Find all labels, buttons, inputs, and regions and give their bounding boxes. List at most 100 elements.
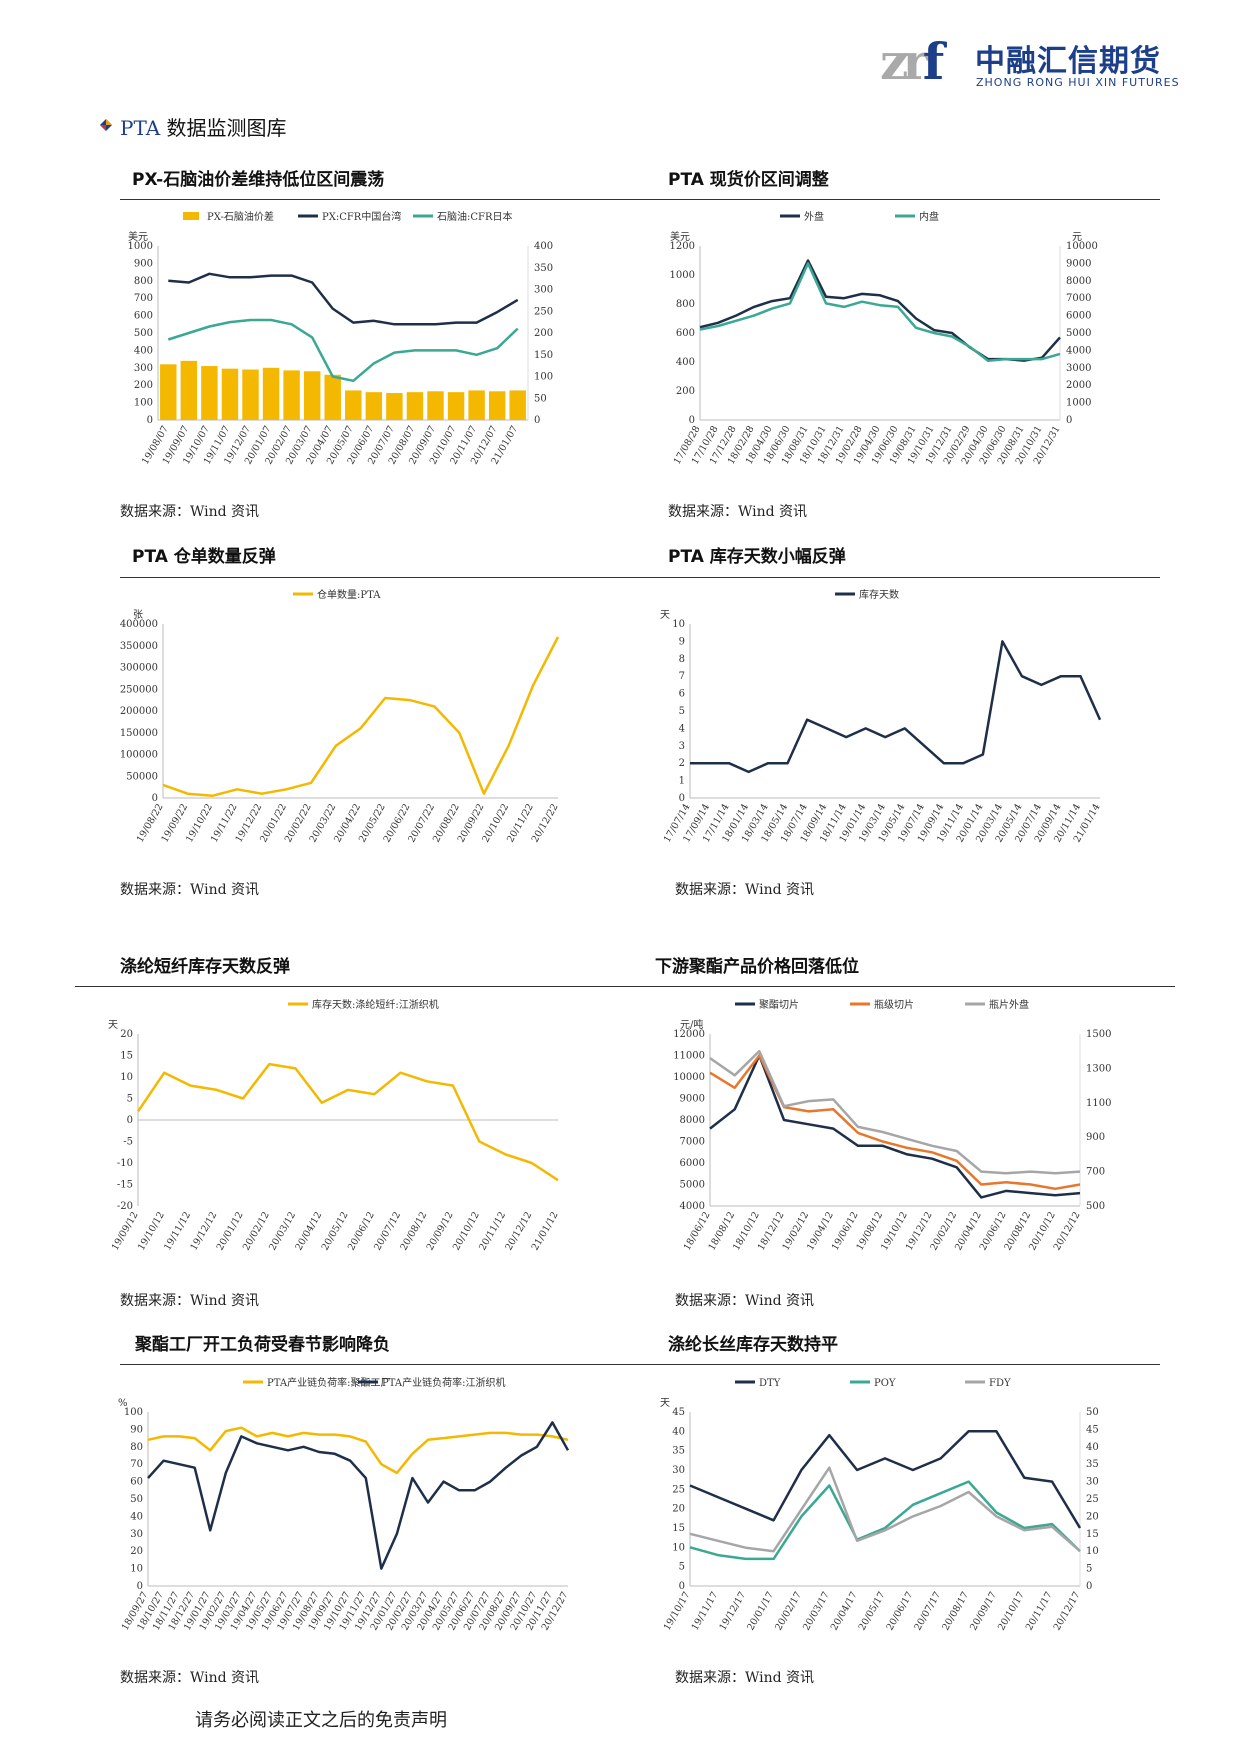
y2-tick-label: 5 — [1086, 1564, 1092, 1575]
y-axis-unit: 天 — [660, 1398, 670, 1409]
legend-label: PTA产业链负荷率:聚酯工厂 — [267, 1376, 390, 1389]
y-tick-label: 0 — [127, 1115, 133, 1126]
series-line — [709, 1054, 1081, 1191]
y-tick-label: 4000 — [680, 1201, 705, 1212]
y2-tick-label: 9000 — [1066, 258, 1091, 269]
chart-7-title: 聚酯工厂开工负荷受春节影响降负 — [135, 1335, 390, 1355]
chart-pta-warrants: 仓单数量:PTA 张 0 50000 100000 150000 200000 250000 3… — [120, 588, 561, 844]
chart-5-source: 数据来源：Wind 资讯 — [120, 1293, 260, 1309]
chart-3-title: PTA 仓单数量反弹 — [132, 547, 276, 567]
legend-label: 内盘 — [919, 210, 939, 223]
chart-8-source: 数据来源：Wind 资讯 — [675, 1670, 815, 1686]
chart-6-source: 数据来源：Wind 资讯 — [675, 1293, 815, 1309]
y2-tick-label: 0 — [1066, 415, 1072, 426]
x-tick-label: 20/07/17 — [912, 1590, 943, 1632]
x-tick-label: 20/08/17 — [940, 1590, 971, 1632]
bar — [201, 366, 218, 420]
y-tick-label: 15 — [120, 1051, 133, 1062]
y2-tick-label: 0 — [534, 415, 540, 426]
y-tick-label: -20 — [117, 1201, 133, 1212]
x-tick-label: 20/01/17 — [745, 1590, 776, 1632]
y2-tick-label: 50 — [534, 393, 547, 404]
y-tick-label: 4 — [679, 723, 685, 734]
y-tick-label: 500 — [134, 328, 153, 339]
y-tick-label: 40 — [672, 1426, 685, 1437]
legend-label: POY — [874, 1378, 896, 1389]
y-tick-label: 30 — [130, 1529, 143, 1540]
bar — [447, 392, 465, 420]
series-line — [699, 262, 1061, 363]
logo-mark: zrf — [880, 32, 944, 91]
y2-tick-label: 3000 — [1066, 363, 1091, 374]
y-tick-label: 5 — [679, 706, 685, 717]
y2-tick-label: 10000 — [1066, 241, 1098, 252]
y-tick-label: 0 — [147, 415, 153, 426]
y-tick-label: 1000 — [128, 241, 153, 252]
logo-english-name: ZHONG RONG HUI XIN FUTURES — [976, 76, 1180, 89]
series-line — [147, 1426, 569, 1475]
y2-tick-label: 150 — [534, 350, 553, 361]
y-tick-label: 90 — [130, 1424, 143, 1435]
x-tick-label: 20/10/17 — [996, 1590, 1027, 1632]
chart-6-title: 下游聚酯产品价格回落低位 — [655, 957, 859, 977]
y-tick-label: 7000 — [680, 1137, 705, 1148]
y-tick-label: 2 — [679, 758, 685, 769]
chart-1-source: 数据来源：Wind 资讯 — [120, 504, 260, 520]
y-tick-label: 800 — [676, 299, 695, 310]
bar — [262, 367, 280, 420]
chart-2-title: PTA 现货价区间调整 — [668, 170, 829, 190]
y-axis-unit: 美元 — [128, 230, 148, 243]
y2-tick-label: 20 — [1086, 1511, 1099, 1522]
y-axis-unit: 美元 — [670, 230, 690, 243]
y2-tick-label: 4000 — [1066, 345, 1091, 356]
y-tick-label: 35 — [672, 1446, 685, 1457]
y-tick-label: 100 — [124, 1407, 143, 1418]
y-tick-label: 50000 — [126, 771, 158, 782]
series-line — [709, 1054, 1081, 1199]
bar — [160, 364, 177, 420]
bar — [365, 392, 383, 420]
y-tick-label: 10 — [120, 1072, 133, 1083]
x-tick-label: 19/12/17 — [717, 1590, 748, 1632]
y-tick-label: 600 — [676, 328, 695, 339]
y-tick-label: 8000 — [680, 1115, 705, 1126]
series-line — [136, 1062, 559, 1182]
y-tick-label: 15 — [672, 1523, 685, 1534]
y-tick-label: 1 — [679, 776, 685, 787]
chart-3-source: 数据来源：Wind 资讯 — [120, 882, 260, 898]
y-tick-label: 30 — [672, 1465, 685, 1476]
y-tick-label: 0 — [679, 1581, 685, 1592]
y-tick-label: 70 — [130, 1459, 143, 1470]
x-tick-label: 20/11/17 — [1024, 1590, 1055, 1632]
y2-tick-label: 350 — [534, 263, 553, 274]
divider-row-1 — [120, 199, 1160, 200]
series-line — [162, 636, 560, 798]
bar — [324, 374, 341, 420]
series-line — [699, 259, 1061, 362]
legend-label: 仓单数量:PTA — [317, 588, 381, 601]
series-line — [690, 640, 1102, 774]
y2-tick-label: 500 — [1086, 1201, 1105, 1212]
y2-tick-label: 200 — [534, 328, 553, 339]
y-tick-label: 10000 — [673, 1072, 705, 1083]
y2-tick-label: 45 — [1086, 1424, 1099, 1435]
divider-row-4 — [120, 1364, 1160, 1365]
y2-tick-label: 50 — [1086, 1407, 1099, 1418]
legend-label: 石脑油:CFR日本 — [437, 210, 513, 223]
legend-label: DTY — [759, 1378, 781, 1389]
y2-tick-label: 0 — [1086, 1581, 1092, 1592]
y-tick-label: 3 — [679, 741, 685, 752]
y2-tick-label: 25 — [1086, 1494, 1099, 1505]
y-tick-label: 5000 — [680, 1180, 705, 1191]
chart-1-title: PX-石脑油价差维持低位区间震荡 — [132, 170, 385, 190]
x-tick-label: 19/11/17 — [690, 1590, 721, 1632]
y-tick-label: 0 — [679, 793, 685, 804]
y-tick-label: 6 — [679, 689, 685, 700]
y-tick-label: 400000 — [120, 619, 158, 630]
x-tick-label: 20/05/17 — [857, 1590, 888, 1632]
y-tick-label: 300 — [134, 363, 153, 374]
y2-tick-label: 1300 — [1086, 1063, 1111, 1074]
y-tick-label: 11000 — [673, 1051, 705, 1062]
